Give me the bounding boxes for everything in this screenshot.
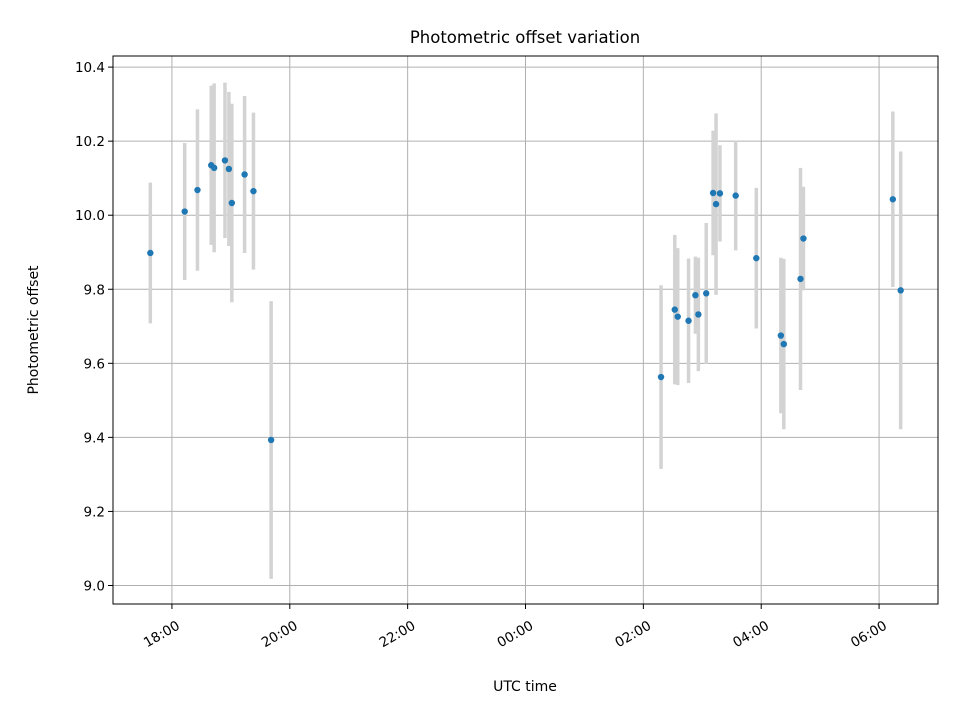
data-point <box>147 249 154 257</box>
x-tick-label: 00:00 <box>495 618 537 651</box>
data-point <box>267 436 275 444</box>
data-point <box>732 192 739 199</box>
y-tick-label: 9.4 <box>84 430 105 446</box>
data-point <box>250 187 257 195</box>
data-point <box>221 157 229 164</box>
y-axis-title: Photometric offset <box>26 265 42 395</box>
data-point <box>800 235 807 242</box>
data-points <box>147 157 904 444</box>
data-point <box>777 332 785 339</box>
y-tick-label: 10.2 <box>75 134 105 150</box>
data-point <box>228 199 236 207</box>
y-tick-label: 9.8 <box>84 282 105 298</box>
x-tick-label: 04:00 <box>730 618 772 651</box>
data-point <box>181 208 188 215</box>
data-point <box>657 373 665 381</box>
data-point <box>897 287 904 294</box>
grid <box>113 56 938 604</box>
y-tick-label: 9.2 <box>84 504 105 520</box>
data-point <box>797 275 804 283</box>
chart-title: Photometric offset variation <box>410 28 640 47</box>
x-tick-label: 22:00 <box>377 618 419 651</box>
data-point <box>674 313 681 320</box>
data-point <box>889 196 897 203</box>
data-point <box>225 165 233 173</box>
x-tick-label: 02:00 <box>612 618 654 651</box>
data-point <box>692 291 699 299</box>
y-tick-label: 10.4 <box>75 60 105 76</box>
data-point <box>210 164 218 172</box>
data-point <box>685 317 692 324</box>
data-point <box>753 254 760 262</box>
x-axis-title: UTC time <box>493 679 557 695</box>
data-point <box>194 186 201 194</box>
y-tick-label: 10.0 <box>75 208 105 224</box>
data-point <box>780 340 788 348</box>
data-point <box>703 290 710 297</box>
data-point <box>712 200 720 208</box>
data-point <box>241 171 248 178</box>
data-point <box>709 189 717 197</box>
data-point <box>716 190 724 197</box>
x-tick-label: 18:00 <box>141 618 183 651</box>
x-tick-label: 06:00 <box>848 618 890 651</box>
x-tick-label: 20:00 <box>259 618 301 651</box>
y-tick-label: 9.0 <box>84 578 105 594</box>
data-point <box>671 306 678 313</box>
data-point <box>695 311 702 318</box>
y-tick-label: 9.6 <box>84 356 105 372</box>
